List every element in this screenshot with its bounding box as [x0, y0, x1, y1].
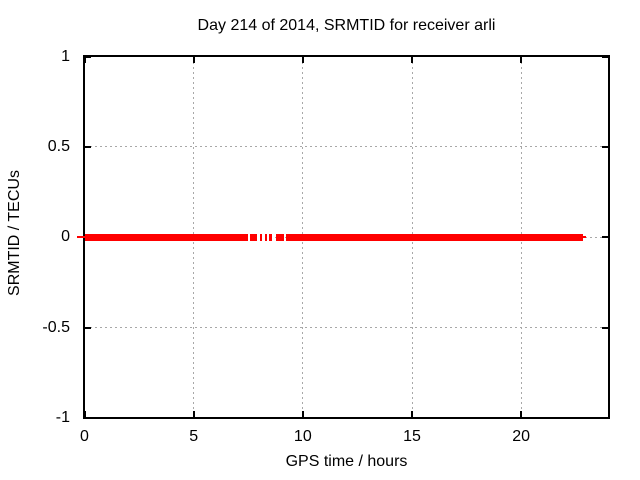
x-tick-mark-top: [301, 57, 304, 63]
y-tick-label: 0.5: [47, 137, 70, 155]
data-series-segment: [276, 234, 285, 242]
y-tick-label: -0.5: [42, 318, 70, 336]
data-series-segment: [269, 234, 273, 242]
x-axis-label: GPS time / hours: [285, 453, 408, 470]
y-tick-mark-left: [85, 417, 91, 419]
x-tick-mark-top: [520, 57, 523, 63]
data-series-segment: [84, 234, 248, 242]
x-tick-label: 15: [403, 428, 421, 445]
x-tick-mark-top: [411, 57, 413, 63]
x-tick-mark-bottom: [301, 411, 304, 417]
y-tick-mark-right: [602, 236, 608, 239]
gridline-horizontal: [85, 327, 608, 329]
x-tick-mark-bottom: [411, 411, 413, 417]
gridline-horizontal: [85, 146, 608, 148]
data-series-edge-dash-right: [583, 236, 587, 239]
y-tick-mark-left: [85, 326, 91, 329]
y-tick-label: 1: [61, 47, 70, 65]
x-tick-label: 20: [512, 428, 531, 445]
x-tick-label: 10: [293, 428, 312, 445]
chart-title: Day 214 of 2014, SRMTID for receiver arl…: [197, 17, 496, 34]
data-series-segment: [259, 234, 263, 242]
y-tick-mark-left: [85, 145, 91, 148]
data-series-segment: [250, 234, 258, 242]
y-tick-label: -1: [55, 409, 70, 426]
x-tick-mark-top: [192, 57, 195, 63]
data-series-segment: [286, 234, 584, 242]
y-tick-mark-right: [602, 145, 608, 148]
x-tick-mark-bottom: [192, 411, 195, 417]
x-tick-mark-top: [83, 57, 86, 63]
y-tick-mark-left: [85, 55, 91, 58]
x-tick-label: 0: [80, 428, 89, 445]
x-tick-mark-bottom: [520, 411, 523, 417]
x-tick-label: 5: [189, 428, 199, 445]
data-series-segment: [264, 234, 268, 242]
x-tick-mark-bottom: [83, 411, 86, 417]
y-tick-mark-right: [602, 417, 608, 419]
y-tick-mark-right: [602, 326, 608, 329]
data-series-edge-dash-left: [76, 236, 85, 239]
y-tick-label: 0: [61, 228, 70, 246]
y-tick-mark-right: [602, 55, 608, 58]
